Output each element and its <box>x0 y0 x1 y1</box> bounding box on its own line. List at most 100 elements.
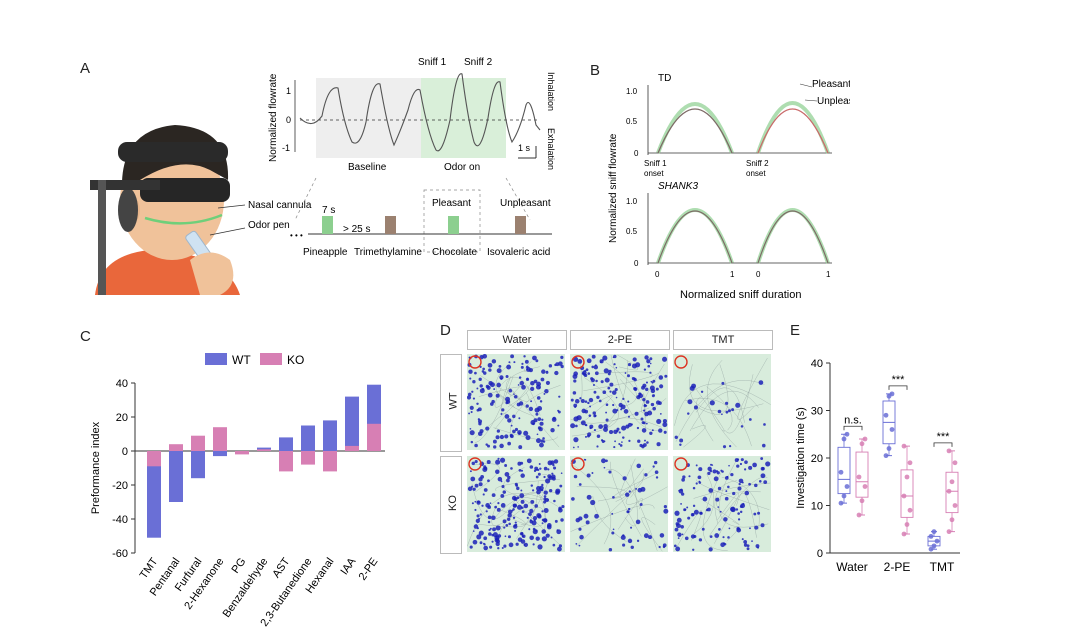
box-point <box>856 474 862 480</box>
box-body <box>855 451 869 498</box>
box-point <box>901 443 907 449</box>
position-dot <box>687 412 690 415</box>
xtick-0a: 0 <box>655 270 660 279</box>
unpleasant-label: Unpleasant <box>500 198 551 209</box>
position-dot <box>560 355 564 360</box>
position-dot <box>649 431 653 435</box>
position-dot <box>594 513 599 519</box>
position-dot <box>658 545 661 549</box>
position-dot <box>548 364 553 368</box>
td-sniff2-unpleasant <box>757 108 829 154</box>
position-dot <box>662 419 667 424</box>
position-dot <box>479 541 483 545</box>
position-dot <box>506 364 512 370</box>
position-dot <box>501 484 505 489</box>
box-point <box>904 474 910 480</box>
e-ytick-label: 30 <box>811 406 823 418</box>
box-point <box>907 507 913 513</box>
legend-wt-swatch <box>205 353 227 365</box>
position-dot <box>719 510 722 513</box>
position-dot <box>546 524 552 530</box>
position-dot <box>518 401 524 406</box>
position-dot <box>619 444 623 447</box>
position-dot <box>471 502 474 505</box>
position-dot <box>506 478 510 483</box>
position-dot <box>508 522 511 526</box>
movement-trace <box>512 494 546 527</box>
position-dot <box>535 412 539 416</box>
position-dot <box>680 502 682 505</box>
legend-unpleasant: Unpleasant <box>817 96 850 107</box>
bar-ko <box>367 423 381 451</box>
position-dot <box>622 543 626 547</box>
position-dot <box>614 388 618 392</box>
position-dot <box>522 534 526 538</box>
position-dot <box>651 381 654 384</box>
position-dot <box>643 404 647 408</box>
position-dot <box>469 470 472 473</box>
position-dot <box>578 483 582 486</box>
position-dot <box>742 502 745 506</box>
position-dot <box>485 426 490 431</box>
position-dot <box>489 502 492 504</box>
position-dot <box>528 528 531 531</box>
position-dot <box>543 508 549 513</box>
position-dot <box>500 377 503 381</box>
position-dot <box>663 430 667 434</box>
position-dot <box>525 377 530 382</box>
position-dot <box>480 474 484 479</box>
inhalation-label: Inhalation <box>546 72 556 111</box>
position-dot <box>491 359 497 364</box>
position-dot <box>615 366 618 369</box>
position-dot <box>702 496 708 502</box>
position-dot <box>626 510 630 514</box>
position-dot <box>654 470 659 474</box>
position-dot <box>720 542 725 548</box>
position-dot <box>528 406 534 412</box>
position-dot <box>700 390 704 393</box>
odor-block-isovaleric <box>515 216 526 234</box>
position-dot <box>724 496 729 501</box>
position-dot <box>543 495 547 498</box>
movement-trace <box>576 486 628 502</box>
position-dot <box>491 399 495 404</box>
position-dot <box>760 457 764 460</box>
position-dot <box>602 355 608 361</box>
position-dot <box>487 392 493 398</box>
position-dot <box>560 364 564 369</box>
exhalation-label: Exhalation <box>546 128 556 170</box>
pleasant-label: Pleasant <box>432 198 471 209</box>
e-xtick-label: Water <box>836 560 868 574</box>
position-dot <box>588 414 592 417</box>
position-dot <box>743 540 748 544</box>
position-dot <box>644 439 646 442</box>
position-dot <box>698 538 703 542</box>
position-dot <box>557 409 560 412</box>
position-dot <box>611 531 615 535</box>
position-dot <box>574 405 577 408</box>
sniff2-onset-2: onset <box>746 169 766 178</box>
headset-band <box>118 142 228 162</box>
position-dot <box>662 422 668 428</box>
flow-trace <box>299 73 541 152</box>
position-dot <box>529 520 534 524</box>
position-dot <box>590 378 595 383</box>
position-dot <box>651 429 654 432</box>
position-dot <box>536 396 541 400</box>
position-dot <box>760 523 765 528</box>
position-dot <box>658 428 663 433</box>
position-dot <box>496 382 501 388</box>
position-dot <box>608 429 614 435</box>
position-dot <box>555 362 560 367</box>
position-dot <box>487 444 490 448</box>
position-dot <box>643 409 646 412</box>
position-dot <box>602 390 607 395</box>
position-dot <box>504 471 510 477</box>
position-dot <box>697 475 702 480</box>
position-dot <box>523 543 526 546</box>
b-ytick-top-1: 1.0 <box>626 87 638 96</box>
position-dot <box>487 515 492 520</box>
panel-label-d: D <box>440 322 451 339</box>
position-dot <box>507 513 512 518</box>
panel-d: Water 2-PE TMT WT KO <box>440 330 780 555</box>
